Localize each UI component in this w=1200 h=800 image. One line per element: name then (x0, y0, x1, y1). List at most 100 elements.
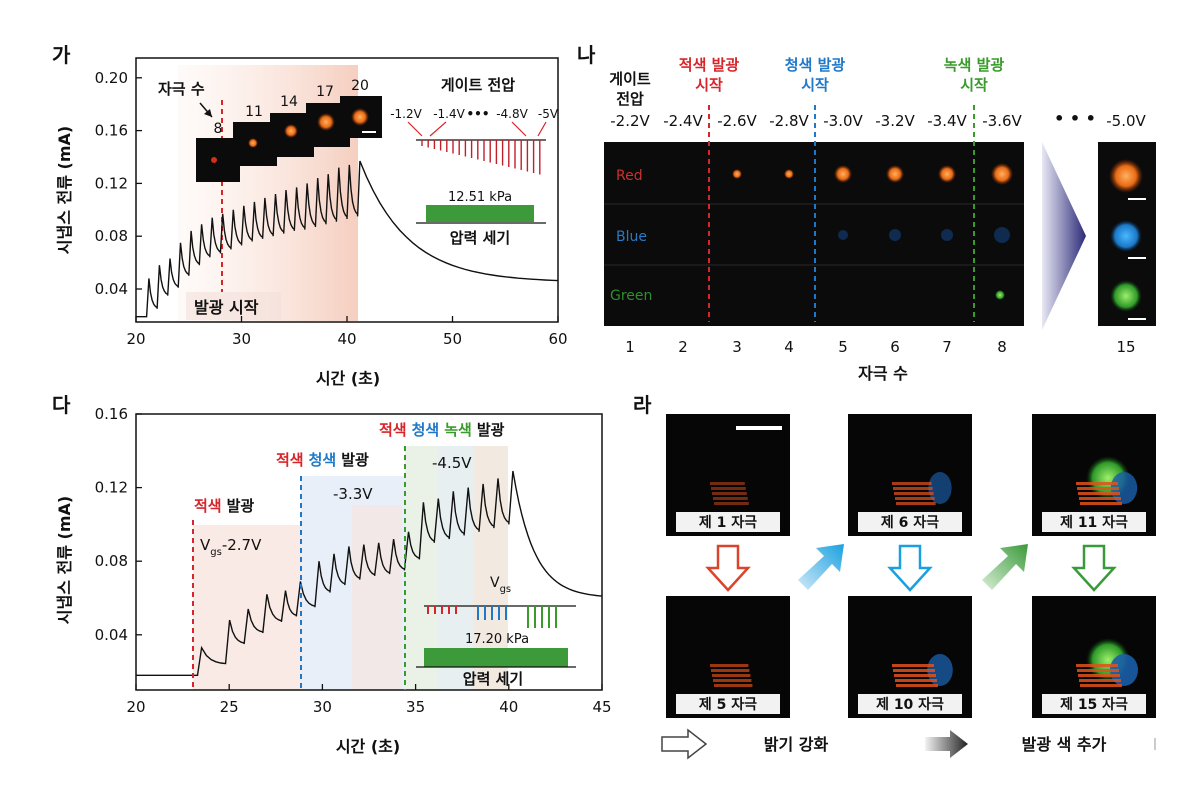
axes: 20 30 40 50 60 0.04 0.08 0.12 0.16 0.20 (95, 69, 568, 348)
red-stripe (1076, 664, 1118, 667)
legend-color: 발광 색 추가 (1022, 735, 1107, 754)
red-stripe (713, 679, 752, 682)
red-emission (991, 163, 1013, 185)
gate-header-line1: 게이트 (609, 70, 651, 88)
panel-c-chart: 20 25 30 35 40 45 0.04 0.08 0.12 0.16 시냅스 전류 (mA)… (55, 405, 612, 756)
arrowhead-icon (204, 109, 212, 117)
inset-image (196, 138, 240, 182)
blue-region (1110, 654, 1138, 686)
blue-start-line2: 시작 (801, 76, 829, 94)
y-tick-label: 0.20 (95, 69, 128, 87)
y-tick-label: 0.12 (95, 479, 128, 497)
red-stripe (1076, 482, 1118, 485)
blue-region (927, 654, 953, 686)
count-label: 8 (214, 121, 223, 137)
blue-region (1110, 472, 1138, 504)
red-stripe (1080, 502, 1122, 505)
red-stripe (714, 684, 753, 687)
gate-bars (421, 140, 541, 175)
panel-a-label: 가 (52, 43, 71, 67)
x-tick-label: 40 (499, 698, 518, 716)
red-stripe (894, 492, 934, 495)
red-stripe (711, 669, 750, 672)
pressure-label: 압력 세기 (463, 670, 523, 688)
glow-dot (351, 108, 369, 126)
red-stripe (896, 502, 936, 505)
pressure-value: 17.20 kPa (465, 632, 529, 647)
vgs-bars (427, 606, 557, 628)
tile-caption-box (1042, 694, 1146, 714)
x-axis-label: 시간 (초) (336, 737, 400, 756)
emission-start-label: 발광 시작 (194, 298, 259, 317)
y-tick-label: 0.16 (95, 122, 128, 140)
current-trace (136, 470, 603, 676)
vgs-stage2: -3.3V (333, 485, 373, 503)
x-tick-label: 60 (548, 330, 567, 348)
tile-caption-box (676, 694, 780, 714)
red-stripe (1079, 497, 1121, 500)
vgs-stage3: -4.5V (432, 454, 472, 472)
count-label: 20 (351, 78, 369, 94)
red-stripe (1077, 487, 1119, 490)
gate-voltage-inset: 게이트 전압 -1.2V -1.4V ••• -4.8V -5V 12.51 k… (390, 76, 559, 247)
diagonal-arrow-icon (982, 544, 1028, 590)
y-tick-label: 0.04 (95, 626, 128, 644)
red-stripe (892, 482, 932, 485)
stage2-label: 적색 청색 발광 (276, 451, 369, 469)
y-tick-label: 0.04 (95, 280, 128, 298)
down-arrow-icon (887, 544, 933, 592)
voltage-label: -2.6V (717, 112, 757, 130)
glow-dot (284, 124, 298, 138)
y-tick-label: 0.12 (95, 174, 128, 192)
red-start-line2: 시작 (695, 76, 723, 94)
panel-b-label: 나 (577, 43, 596, 67)
red-stripe (1078, 674, 1120, 677)
y-tick-label: 0.08 (95, 227, 128, 245)
final-blue-dot (1110, 220, 1142, 252)
x-tick-label: 6 (890, 338, 900, 356)
y-tick-label: 0.08 (95, 552, 128, 570)
red-stripe (711, 487, 746, 490)
gate-value: -1.2V (390, 107, 422, 121)
voltage-label: -3.2V (875, 112, 915, 130)
x-tick-label: 35 (406, 698, 425, 716)
color-add-arrow-icon (925, 730, 968, 758)
electrode-count-insets: 자극 수 8 11 14 17 20 (158, 78, 382, 182)
vgs-stage1: Vgs-2.7V (200, 536, 262, 558)
count-label: 11 (245, 104, 263, 120)
stage2-shade-red (352, 505, 402, 690)
x-tick-label: 20 (126, 330, 145, 348)
final-red-dot (1109, 159, 1143, 193)
red-stripe (714, 502, 749, 505)
y-axis-label: 시냅스 전류 (mA) (55, 126, 74, 254)
x-tick-label: 50 (443, 330, 462, 348)
more-dots: • • • (1054, 109, 1096, 128)
x-tick-label: 30 (232, 330, 251, 348)
red-stripe (710, 482, 745, 485)
red-stripe (1079, 679, 1121, 682)
blue-region (928, 472, 952, 504)
axes: 20 25 30 35 40 45 0.04 0.08 0.12 0.16 (95, 405, 612, 716)
red-start-line1: 적색 발광 (679, 56, 740, 74)
voltage-label: -2.8V (769, 112, 809, 130)
x-tick-label: 3 (732, 338, 742, 356)
glow-dot (317, 113, 335, 131)
vgs-inset-label: Vgs (490, 575, 511, 595)
red-stripe (1077, 669, 1119, 672)
x-tick-label: 25 (220, 698, 239, 716)
voltage-label: -3.6V (982, 112, 1022, 130)
pressure-bar (424, 648, 568, 667)
red-stripe (893, 487, 933, 490)
panel-d-image-grid: 제 1 자극 제 6 자극 제 11 자극제 5 자극 제 10 자극 제 15 자극 (666, 414, 1156, 718)
electrode-count-title: 자극 수 (158, 80, 205, 98)
x-tick-label: 4 (784, 338, 794, 356)
voltage-label: -2.4V (663, 112, 703, 130)
x-tick-label: 7 (942, 338, 952, 356)
row-label-green: Green (610, 288, 652, 304)
blue-emission (838, 230, 848, 240)
brightness-arrow-icon (661, 728, 708, 760)
red-emission (886, 165, 904, 183)
stage3-label: 적색 청색 녹색 발광 (379, 421, 505, 439)
red-stripe (896, 684, 938, 687)
